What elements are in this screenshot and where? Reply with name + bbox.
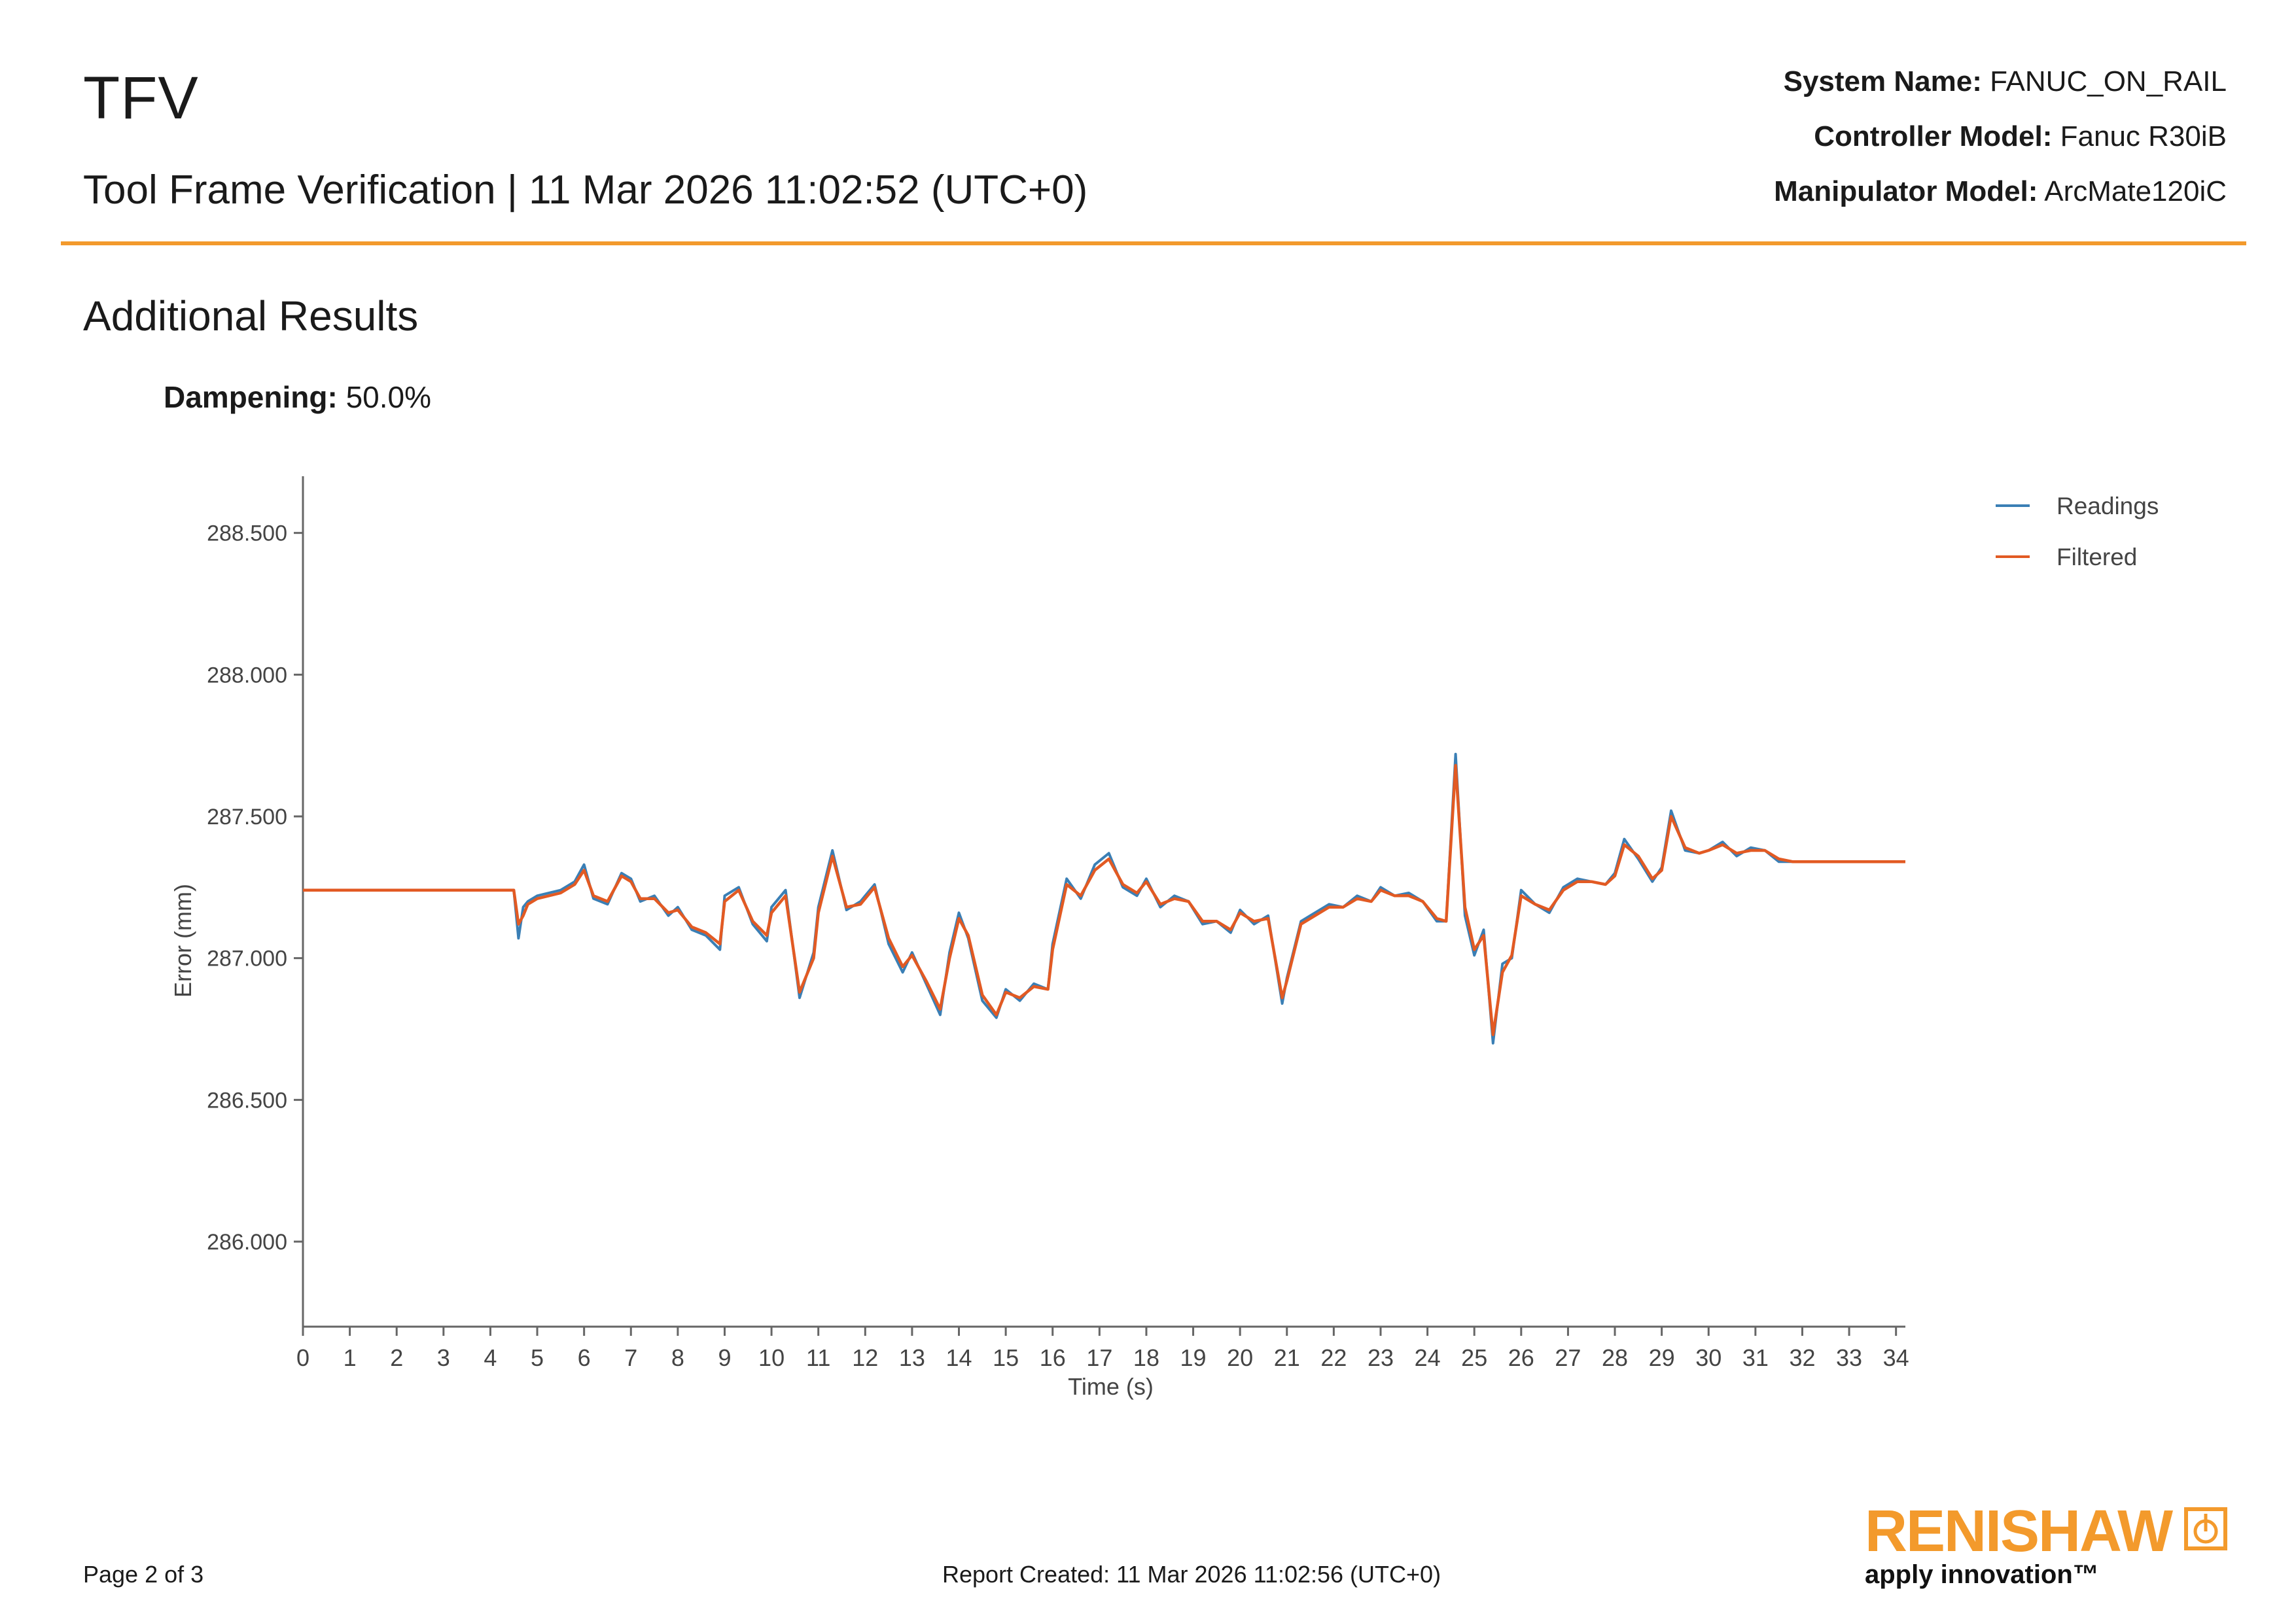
- y-axis-label: Error (mm): [169, 884, 196, 998]
- header-divider: [61, 241, 2246, 245]
- x-tick-label: 4: [484, 1344, 497, 1371]
- dampening-row: Dampening: 50.0%: [164, 379, 431, 415]
- x-tick-label: 31: [1742, 1344, 1769, 1371]
- x-tick-label: 16: [1040, 1344, 1066, 1371]
- legend-label-readings: Readings: [2057, 493, 2159, 519]
- report-title: TFV: [83, 65, 199, 131]
- error-chart: 286.000 286.500 287.000 287.500 288.000 288.5…: [169, 476, 2159, 1400]
- x-tick-label: 24: [1415, 1344, 1441, 1371]
- dampening-value: 50.0%: [345, 380, 431, 414]
- x-tick-label: 15: [993, 1344, 1019, 1371]
- x-tick-label: 25: [1461, 1344, 1487, 1371]
- x-tick-label: 5: [531, 1344, 544, 1371]
- manipulator-model-row: Manipulator Model: ArcMate120iC: [1774, 175, 2227, 208]
- x-tick-label: 7: [624, 1344, 637, 1371]
- system-name-value: FANUC_ON_RAIL: [1990, 65, 2227, 97]
- x-tick-label: 9: [718, 1344, 731, 1371]
- renishaw-logo-icon: [2184, 1507, 2227, 1550]
- series-line-filtered: [303, 763, 1905, 1036]
- system-name-label: System Name:: [1783, 65, 1982, 97]
- x-tick-label: 14: [945, 1344, 972, 1371]
- x-tick-label: 21: [1274, 1344, 1300, 1371]
- x-tick-label: 26: [1508, 1344, 1534, 1371]
- manipulator-model-label: Manipulator Model:: [1774, 175, 2038, 207]
- x-tick-label: 13: [899, 1344, 925, 1371]
- x-tick-label: 20: [1227, 1344, 1253, 1371]
- x-axis-label: Time (s): [1068, 1373, 1154, 1400]
- x-tick-label: 27: [1555, 1344, 1581, 1371]
- y-tick-label: 287.000: [207, 947, 287, 971]
- x-tick-label: 23: [1368, 1344, 1394, 1371]
- x-tick-label: 11: [806, 1344, 830, 1371]
- x-tick-label: 2: [390, 1344, 403, 1371]
- controller-model-row: Controller Model: Fanuc R30iB: [1814, 120, 2227, 153]
- page-number: Page 2 of 3: [83, 1561, 204, 1588]
- renishaw-logo: RENISHAW apply innovation™: [1865, 1498, 2173, 1590]
- x-tick-label: 17: [1086, 1344, 1112, 1371]
- x-tick-label: 30: [1695, 1344, 1722, 1371]
- x-tick-label: 28: [1602, 1344, 1628, 1371]
- x-tick-label: 12: [852, 1344, 878, 1371]
- section-title: Additional Results: [83, 292, 419, 340]
- y-tick-label: 286.000: [207, 1230, 287, 1255]
- y-tick-label: 288.500: [207, 521, 287, 546]
- chart-axes: 286.000 286.500 287.000 287.500 288.000 288.5…: [169, 476, 1909, 1400]
- x-tick-label: 8: [671, 1344, 684, 1371]
- x-tick-label: 18: [1133, 1344, 1159, 1371]
- chart-legend: Readings Filtered: [1996, 493, 2159, 570]
- logo-tagline: apply innovation™: [1865, 1560, 2099, 1589]
- controller-model-label: Controller Model:: [1814, 120, 2053, 152]
- x-tick-label: 34: [1883, 1344, 1909, 1371]
- system-name-row: System Name: FANUC_ON_RAIL: [1784, 65, 2227, 98]
- dampening-label: Dampening:: [164, 380, 338, 414]
- x-tick-label: 1: [344, 1344, 357, 1371]
- report-subtitle: Tool Frame Verification | 11 Mar 2026 11…: [83, 167, 1088, 213]
- x-tick-label: 33: [1836, 1344, 1862, 1371]
- x-tick-label: 22: [1320, 1344, 1347, 1371]
- x-tick-label: 19: [1180, 1344, 1207, 1371]
- chart-lines: [303, 752, 1905, 1045]
- x-tick-label: 32: [1789, 1344, 1815, 1371]
- y-tick-label: 288.000: [207, 663, 287, 688]
- x-tick-label: 10: [758, 1344, 785, 1371]
- x-tick-label: 6: [578, 1344, 591, 1371]
- y-tick-label: 287.500: [207, 805, 287, 829]
- controller-model-value: Fanuc R30iB: [2060, 120, 2227, 152]
- x-tick-label: 3: [437, 1344, 450, 1371]
- logo-wordmark: RENISHAW: [1865, 1499, 2173, 1564]
- x-tick-label: 0: [296, 1344, 309, 1371]
- manipulator-model-value: ArcMate120iC: [2044, 175, 2227, 207]
- x-tick-label: 29: [1649, 1344, 1675, 1371]
- y-tick-label: 286.500: [207, 1088, 287, 1113]
- legend-label-filtered: Filtered: [2057, 544, 2137, 570]
- report-created: Report Created: 11 Mar 2026 11:02:56 (UT…: [942, 1561, 1441, 1588]
